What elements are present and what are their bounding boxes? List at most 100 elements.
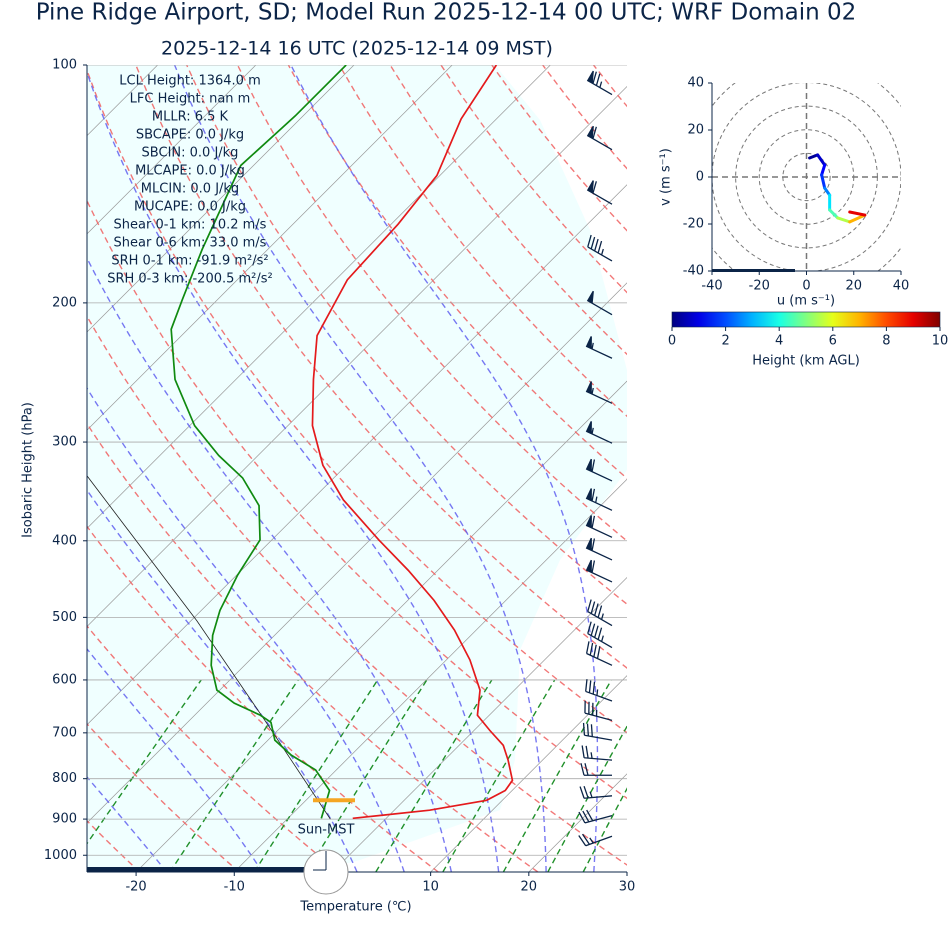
isotherm (87, 65, 551, 529)
sun-label: Sun-MST (298, 823, 355, 838)
isotherm (87, 65, 453, 431)
moist-adiabat (87, 647, 263, 872)
hodo-segment (848, 213, 867, 224)
x-tick-label: 20 (521, 880, 538, 895)
wind-barb (585, 458, 613, 482)
stat-line: LFC Height: nan m (130, 92, 251, 107)
profiles (87, 65, 514, 820)
y-tick-label: 500 (52, 610, 77, 625)
dry-adiabat (592, 65, 627, 108)
wind-barb (586, 125, 613, 151)
colorbar-tick-label: 8 (882, 334, 890, 349)
y-tick-label: 1000 (44, 848, 77, 863)
isotherm (87, 282, 627, 824)
isotherm (332, 576, 627, 872)
mixing-ratio-line (169, 679, 299, 872)
moist-adiabat (87, 488, 358, 872)
wind-barb (578, 833, 613, 847)
isotherm (87, 184, 627, 726)
hodo-y-tick-label: 20 (687, 123, 704, 138)
y-tick-label: 700 (52, 725, 77, 740)
stat-line: MLLR: 6.5 K (152, 110, 229, 125)
shaded-region (87, 65, 627, 868)
hodo-segment (820, 163, 827, 177)
wind-barb (585, 679, 613, 702)
x-tick-label: -20 (125, 880, 146, 895)
colorbar-label: Height (km AGL) (752, 354, 860, 369)
dry-adiabat (287, 65, 627, 480)
y-tick-label: 300 (52, 435, 77, 450)
isotherm (135, 380, 627, 872)
dry-adiabat (87, 422, 539, 872)
y-tick-label: 600 (52, 672, 77, 687)
wind-barb (580, 763, 612, 776)
dry-adiabat (797, 65, 950, 872)
stat-line: MUCAPE: 0.0 J/kg (134, 200, 246, 215)
dry-adiabat (87, 199, 627, 800)
wind-barb (585, 421, 613, 444)
wind-barb (585, 336, 613, 359)
stat-line: SRH 0-3 km: -200.5 m²/s² (107, 272, 273, 287)
dry-adiabat (746, 65, 950, 872)
dry-adiabat (87, 722, 240, 872)
stat-line: SBCIN: 0.0 J/kg (142, 146, 239, 161)
isotherm (234, 478, 627, 872)
wind-barb (586, 70, 613, 96)
wind-barb (587, 621, 613, 649)
moist-adiabat (87, 256, 453, 872)
wind-barb (586, 290, 613, 316)
hodo-plot (712, 83, 901, 271)
dry-adiabat (87, 624, 340, 872)
dry-adiabat (644, 65, 950, 872)
hodo-x-tick-label: -20 (749, 279, 770, 294)
parcel-line (87, 475, 331, 820)
x-tick-label: 30 (619, 880, 636, 895)
isotherm (87, 86, 627, 628)
isotherm (87, 65, 257, 235)
colorbar-tick-label: 0 (668, 334, 676, 349)
isotherm (87, 65, 355, 333)
mixing-ratio-line (547, 724, 627, 872)
stat-line: Shear 0-1 km: 10.2 m/s (114, 218, 267, 233)
moist-adiabat (173, 65, 547, 872)
wind-barb (585, 537, 613, 561)
y-tick-label: 400 (52, 533, 77, 548)
wind-barb (585, 559, 613, 583)
hodo-x-tick-label: 20 (845, 279, 862, 294)
dry-adiabat (135, 65, 627, 669)
temperature-line (311, 65, 514, 820)
hodo-segment (828, 208, 840, 220)
dewpoint-line (170, 65, 347, 819)
mixing-ratio-line (502, 679, 612, 872)
wind-barb (582, 722, 613, 741)
hodo-segment (816, 153, 827, 167)
colorbar (671, 311, 941, 328)
y-tick-label: 100 (52, 58, 77, 73)
x-tick-label: -10 (224, 880, 245, 895)
wind-barb (585, 488, 613, 511)
moist-adiabat (87, 775, 168, 872)
wind-barb (581, 745, 613, 761)
chart-subtitle: 2025-12-14 16 UTC (2025-12-14 09 MST) (161, 38, 553, 60)
hodo-x-label: u (m s⁻¹) (777, 294, 835, 309)
mixing-ratio-line (582, 787, 627, 872)
y-tick-label: 800 (52, 771, 77, 786)
x-axis-label: Temperature (℃) (299, 900, 411, 915)
wind-barb (585, 515, 613, 538)
hodo-segment (836, 216, 852, 224)
moist-adiabat (87, 70, 500, 872)
hodograph: -40 -20 0 20 40 -40 -20 0 20 40 0 2 4 6 8 10 (668, 76, 948, 349)
stat-line: SBCAPE: 0.0 J/kg (136, 128, 244, 143)
hodo-y-label: v (m s⁻¹) (659, 148, 674, 206)
stat-line: Shear 0-6 km: 33.0 m/s (114, 236, 267, 251)
isotherm (725, 65, 950, 872)
dry-adiabat (338, 65, 627, 418)
wind-barb (587, 234, 613, 262)
stat-line: LCL Height: 1364.0 m (119, 74, 260, 89)
hodo-segment (820, 173, 827, 190)
colorbar-tick-label: 4 (775, 334, 783, 349)
wind-barb (584, 700, 613, 721)
stat-line: MLCAPE: 0.0 J/kg (135, 164, 245, 179)
dry-adiabat (695, 65, 950, 872)
